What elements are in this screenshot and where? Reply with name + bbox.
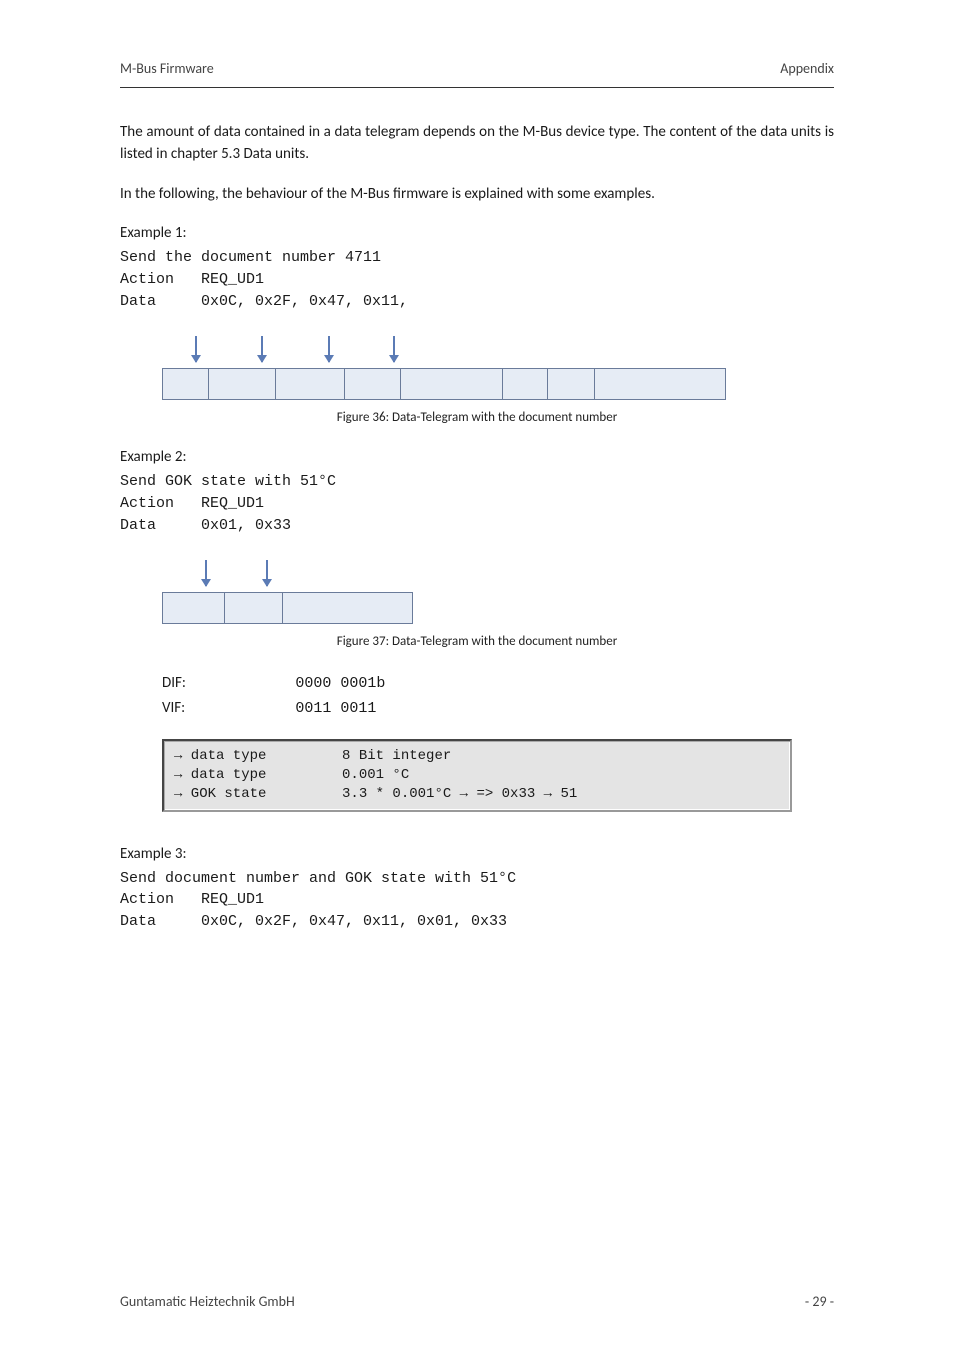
arrow-down-icon (195, 336, 197, 362)
example-3-line1: Send document number and GOK state with … (120, 868, 834, 890)
figure-37-arrows (162, 560, 834, 592)
code-box: → data type 8 Bit integer → data type 0.… (162, 739, 792, 812)
example-2-line3: Data 0x01, 0x33 (120, 515, 834, 537)
figure-36-diagram (162, 336, 834, 400)
footer-right: - 29 - (805, 1293, 834, 1310)
arrow-down-icon (261, 336, 263, 362)
arrow-down-icon (393, 336, 395, 362)
figure-36-arrows (162, 336, 834, 368)
paragraph-1: The amount of data contained in a data t… (120, 122, 834, 166)
figure-37-cells (162, 592, 834, 624)
figure-36-caption: Figure 36: Data-Telegram with the docume… (120, 410, 834, 425)
example-3-line2: Action REQ_UD1 (120, 889, 834, 911)
dif-label: DIF: (162, 671, 292, 695)
page-footer: Guntamatic Heiztechnik GmbH - 29 - (120, 1293, 834, 1310)
figure-36-cell (595, 368, 726, 400)
example-3-line3: Data 0x0C, 0x2F, 0x47, 0x11, 0x01, 0x33 (120, 911, 834, 933)
figure-37-cell (162, 592, 225, 624)
example-1: Example 1: Send the document number 4711… (120, 223, 834, 312)
example-2-label: Example 2: (120, 447, 834, 469)
arrow-down-icon (266, 560, 268, 586)
page: M-Bus Firmware Appendix The amount of da… (0, 0, 954, 1350)
vif-value: 0011 0011 (295, 700, 376, 717)
figure-36-cell (345, 368, 401, 400)
figure-36-cell (209, 368, 276, 400)
figure-37-caption: Figure 37: Data-Telegram with the docume… (120, 634, 834, 649)
example-2-line1: Send GOK state with 51°C (120, 471, 834, 493)
figure-37-cell (225, 592, 283, 624)
figure-36-cell (401, 368, 503, 400)
figure-37-cell (283, 592, 413, 624)
example-2: Example 2: Send GOK state with 51°C Acti… (120, 447, 834, 536)
figure-36-cell (276, 368, 345, 400)
dif-vif-block: DIF: 0000 0001b VIF: 0011 0011 (162, 671, 834, 721)
vif-label: VIF: (162, 696, 292, 720)
figure-36-cell (162, 368, 209, 400)
example-1-line2: Action REQ_UD1 (120, 269, 834, 291)
footer-left: Guntamatic Heiztechnik GmbH (120, 1293, 295, 1310)
example-3: Example 3: Send document number and GOK … (120, 844, 834, 933)
example-1-label: Example 1: (120, 223, 834, 245)
figure-36-cell (548, 368, 595, 400)
example-1-line3: Data 0x0C, 0x2F, 0x47, 0x11, (120, 291, 834, 313)
figure-37-diagram (162, 560, 834, 624)
header-right: Appendix (780, 60, 834, 77)
dif-value: 0000 0001b (295, 675, 385, 692)
arrow-down-icon (205, 560, 207, 586)
example-1-line1: Send the document number 4711 (120, 247, 834, 269)
arrow-down-icon (328, 336, 330, 362)
vif-line: VIF: 0011 0011 (162, 696, 834, 721)
example-2-line2: Action REQ_UD1 (120, 493, 834, 515)
header-left: M-Bus Firmware (120, 60, 214, 77)
page-header: M-Bus Firmware Appendix (120, 60, 834, 88)
paragraph-2: In the following, the behaviour of the M… (120, 184, 834, 206)
figure-36-cell (503, 368, 548, 400)
dif-line: DIF: 0000 0001b (162, 671, 834, 696)
example-3-label: Example 3: (120, 844, 834, 866)
figure-36-cells (162, 368, 834, 400)
